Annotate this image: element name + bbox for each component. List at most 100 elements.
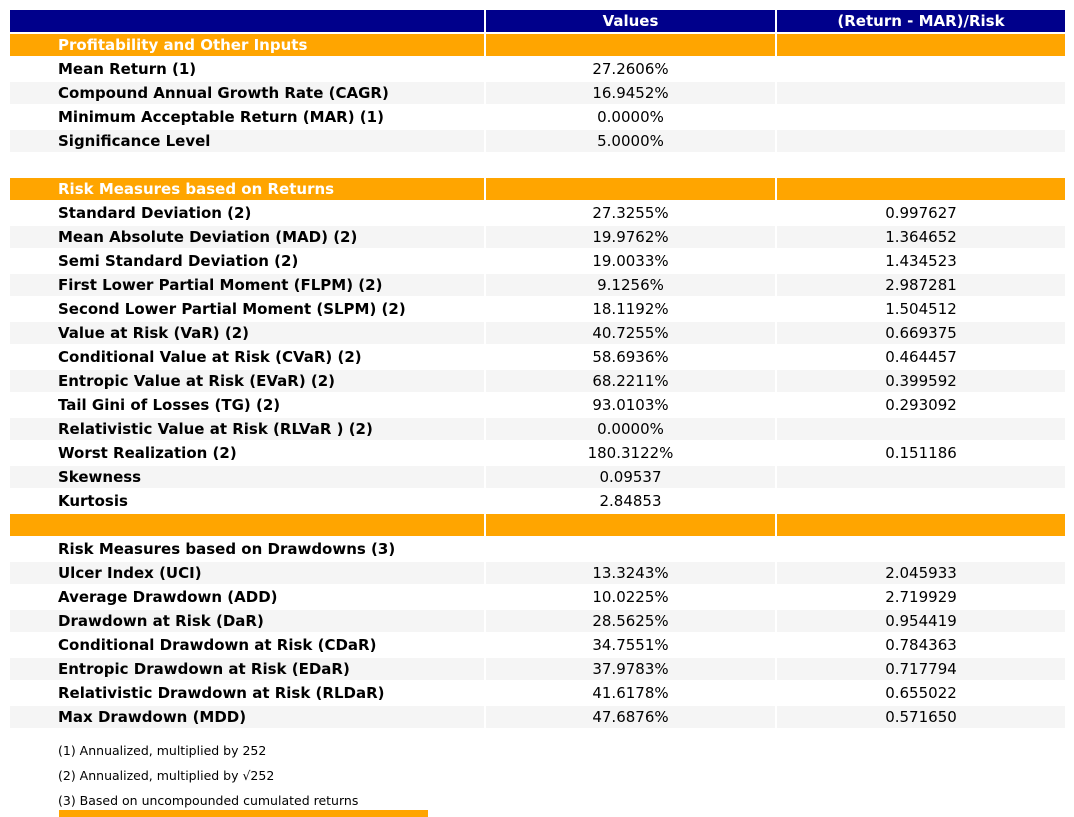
metric-label: Value at Risk (VaR) (2) [10,322,484,344]
header-values-cell: Values [486,10,775,32]
header-ratio-cell: (Return - MAR)/Risk [777,10,1065,32]
metric-ratio: 0.669375 [777,322,1065,344]
metric-ratio [777,82,1065,104]
metric-value: 19.0033% [486,250,775,272]
metric-value: 13.3243% [486,562,775,584]
metric-label: Kurtosis [10,490,484,512]
metric-ratio: 0.399592 [777,370,1065,392]
metric-ratio: 0.997627 [777,202,1065,224]
metric-ratio [777,106,1065,128]
table-row: Value at Risk (VaR) (2) 40.7255% 0.669375 [10,322,1065,344]
metric-value: 0.0000% [486,418,775,440]
spacer-row [10,154,1065,176]
metric-ratio [777,514,1065,536]
table-row: Mean Return (1) 27.2606% [10,58,1065,80]
metric-ratio [777,418,1065,440]
footnote: (1) Annualized, multiplied by 252 [58,743,267,758]
metric-label: Max Drawdown (MDD) [10,706,484,728]
metric-label: Risk Measures based on Drawdowns (3) [10,538,484,560]
metric-ratio: 2.045933 [777,562,1065,584]
metric-ratio: 2.719929 [777,586,1065,608]
table-header-row: Values (Return - MAR)/Risk [10,10,1065,32]
metric-ratio: 0.655022 [777,682,1065,704]
metric-value [486,178,775,200]
table-row: Conditional Drawdown at Risk (CDaR) 34.75… [10,634,1065,656]
table-row: Average Drawdown (ADD) 10.0225% 2.719929 [10,586,1065,608]
table-row: Ulcer Index (UCI) 13.3243% 2.045933 [10,562,1065,584]
footnote: (2) Annualized, multiplied by √252 [58,768,275,783]
metric-value: 0.0000% [486,106,775,128]
footnote: (3) Based on uncompounded cumulated retu… [58,793,359,808]
metric-ratio: 1.364652 [777,226,1065,248]
metric-value: 34.7551% [486,634,775,656]
table-row: Entropic Drawdown at Risk (EDaR) 37.9783%… [10,658,1065,680]
metric-label: Tail Gini of Losses (TG) (2) [10,394,484,416]
table-row: Minimum Acceptable Return (MAR) (1) 0.000… [10,106,1065,128]
metric-label: Average Drawdown (ADD) [10,586,484,608]
table-row: Mean Absolute Deviation (MAD) (2) 19.9762… [10,226,1065,248]
metric-value: 0.09537 [486,466,775,488]
metric-label: Minimum Acceptable Return (MAR) (1) [10,106,484,128]
metric-label: Risk Measures based on Returns [10,178,484,200]
table-row: Significance Level 5.0000% [10,130,1065,152]
section-header-row: Risk Measures based on Drawdowns (3) [10,538,1065,560]
metric-label [10,514,484,536]
metric-ratio: 1.434523 [777,250,1065,272]
metric-label: Entropic Value at Risk (EVaR) (2) [10,370,484,392]
metric-ratio: 2.987281 [777,274,1065,296]
metric-ratio [777,154,1065,176]
metric-label: Significance Level [10,130,484,152]
metric-ratio: 0.717794 [777,658,1065,680]
metric-ratio: 0.464457 [777,346,1065,368]
table-row: Max Drawdown (MDD) 47.6876% 0.571650 [10,706,1065,728]
table-row: Second Lower Partial Moment (SLPM) (2) 18… [10,298,1065,320]
metric-label: Drawdown at Risk (DaR) [10,610,484,632]
metric-label: Skewness [10,466,484,488]
header-metric-cell [10,10,484,32]
metric-ratio: 0.571650 [777,706,1065,728]
metric-value: 37.9783% [486,658,775,680]
metric-value: 47.6876% [486,706,775,728]
metric-label: Semi Standard Deviation (2) [10,250,484,272]
metric-value: 9.1256% [486,274,775,296]
metric-label: Entropic Drawdown at Risk (EDaR) [10,658,484,680]
section-header-row: Profitability and Other Inputs [10,34,1065,56]
table-row: Relativistic Drawdown at Risk (RLDaR) 41.… [10,682,1065,704]
table-row: Semi Standard Deviation (2) 19.0033% 1.434… [10,250,1065,272]
metric-label: Profitability and Other Inputs [10,34,484,56]
metric-label: Conditional Value at Risk (CVaR) (2) [10,346,484,368]
metric-value: 27.2606% [486,58,775,80]
metric-label: Second Lower Partial Moment (SLPM) (2) [10,298,484,320]
metric-value: 27.3255% [486,202,775,224]
section-header-row: Risk Measures based on Returns [10,178,1065,200]
bottom-section-bar [59,810,428,817]
metric-ratio: 1.504512 [777,298,1065,320]
metric-ratio: 0.784363 [777,634,1065,656]
metric-label: Mean Return (1) [10,58,484,80]
metric-value: 19.9762% [486,226,775,248]
metric-value [486,514,775,536]
metric-ratio: 0.293092 [777,394,1065,416]
metric-value: 2.84853 [486,490,775,512]
metric-value: 16.9452% [486,82,775,104]
table-row: First Lower Partial Moment (FLPM) (2) 9.1… [10,274,1065,296]
metric-label: Mean Absolute Deviation (MAD) (2) [10,226,484,248]
metric-label: Relativistic Drawdown at Risk (RLDaR) [10,682,484,704]
metric-value [486,154,775,176]
table-row: Drawdown at Risk (DaR) 28.5625% 0.954419 [10,610,1065,632]
table-row: Relativistic Value at Risk (RLVaR ) (2) 0… [10,418,1065,440]
metric-value: 10.0225% [486,586,775,608]
metric-label: First Lower Partial Moment (FLPM) (2) [10,274,484,296]
table-row: Standard Deviation (2) 27.3255% 0.997627 [10,202,1065,224]
metric-value: 40.7255% [486,322,775,344]
metric-value: 41.6178% [486,682,775,704]
metric-label [10,154,484,176]
metric-value: 180.3122% [486,442,775,464]
table-row: Worst Realization (2) 180.3122% 0.151186 [10,442,1065,464]
metric-label: Worst Realization (2) [10,442,484,464]
metric-label: Conditional Drawdown at Risk (CDaR) [10,634,484,656]
metric-value: 93.0103% [486,394,775,416]
risk-measures-table: Values (Return - MAR)/Risk Profitability… [10,10,1065,730]
table-row: Conditional Value at Risk (CVaR) (2) 58.6… [10,346,1065,368]
table-row: Entropic Value at Risk (EVaR) (2) 68.2211… [10,370,1065,392]
